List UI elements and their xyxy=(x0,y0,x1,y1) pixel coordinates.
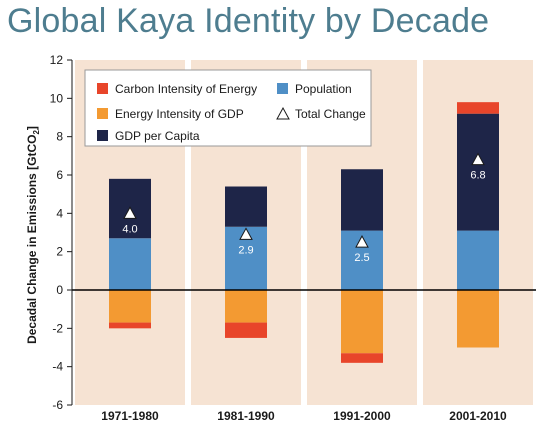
total-change-markers: 4.0 2.9 2.5 6.8 xyxy=(122,152,486,264)
bar-1991-2000-carbon-intensity-of-energy xyxy=(341,353,383,363)
x-category-label-1991-2000: 1991-2000 xyxy=(333,409,391,423)
x-axis: 1971-1980 1981-1990 1991-2000 2001-2010 xyxy=(101,409,507,423)
total-change-marker-2001-2010 xyxy=(471,152,485,166)
y-axis-label-main: Decadal Change in Emissions [GtCO xyxy=(25,135,39,344)
y-tick-label-8: 8 xyxy=(56,130,63,144)
bar-1981-1990-carbon-intensity-of-energy xyxy=(225,322,267,338)
bar-1991-2000-gdp-per-capita xyxy=(341,169,383,231)
legend-box xyxy=(84,69,372,147)
total-change-marker-1981-1990 xyxy=(239,227,253,240)
legend-swatch-gdp-per-capita xyxy=(97,130,108,141)
total-change-marker-1991-2000 xyxy=(355,235,369,248)
y-axis-label-subscript: 2 xyxy=(32,130,41,135)
x-category-label-2001-2010: 2001-2010 xyxy=(449,409,507,423)
stacked-bars xyxy=(109,102,499,363)
legend-label-gdp-per-capita: GDP per Capita xyxy=(115,129,200,143)
bar-1971-1980-population xyxy=(109,238,151,290)
bar-2001-2010-population xyxy=(457,230,499,290)
total-change-label-2001-2010: 6.8 xyxy=(470,170,485,182)
y-tick-label-12: 12 xyxy=(50,53,64,67)
legend-label-carbon-intensity-of-energy: Carbon Intensity of Energy xyxy=(115,82,257,96)
y-tick-label-4: 4 xyxy=(56,206,63,220)
y-axis-label-end: ] xyxy=(25,126,39,130)
y-tick-label--2: -2 xyxy=(52,321,63,335)
legend-swatch-carbon-intensity-of-energy xyxy=(97,83,108,94)
bar-1971-1980-carbon-intensity-of-energy xyxy=(109,322,151,329)
bar-1981-1990-energy-intensity-of-gdp xyxy=(225,290,267,323)
bar-1991-2000-energy-intensity-of-gdp xyxy=(341,290,383,354)
chart-title: Global Kaya Identity by Decade xyxy=(7,2,490,40)
total-change-label-1991-2000: 2.5 xyxy=(354,252,369,264)
legend-swatch-population xyxy=(277,83,288,94)
total-change-label-1971-1980: 4.0 xyxy=(122,223,137,235)
legend-swatch-energy-intensity-of-gdp xyxy=(97,108,108,119)
bar-2001-2010-energy-intensity-of-gdp xyxy=(457,290,499,348)
y-tick-label-10: 10 xyxy=(50,91,64,105)
legend-label-total-change: Total Change xyxy=(295,107,366,121)
bar-1971-1980-energy-intensity-of-gdp xyxy=(109,290,151,323)
bar-1981-1990-gdp-per-capita xyxy=(225,186,267,227)
y-axis-label: Decadal Change in Emissions [GtCO2] xyxy=(25,126,41,344)
total-change-marker-1971-1980 xyxy=(123,206,137,219)
bar-2001-2010-gdp-per-capita xyxy=(457,113,499,231)
legend-label-energy-intensity-of-gdp: Energy Intensity of GDP xyxy=(115,107,244,121)
legend: Carbon Intensity of Energy Population Ener… xyxy=(84,69,372,147)
legend-marker-total-change xyxy=(276,106,290,120)
y-tick-label--4: -4 xyxy=(52,360,63,374)
x-category-label-1971-1980: 1971-1980 xyxy=(101,409,159,423)
y-tick-label-6: 6 xyxy=(56,168,63,182)
legend-label-population: Population xyxy=(295,82,352,96)
y-tick-label-2: 2 xyxy=(56,245,63,259)
y-tick-label-0: 0 xyxy=(56,283,63,297)
y-axis: -6 -4 -2 0 2 4 6 8 10 12 xyxy=(50,53,73,412)
x-category-label-1981-1990: 1981-1990 xyxy=(217,409,275,423)
bar-2001-2010-carbon-intensity-of-energy xyxy=(457,102,499,114)
total-change-label-1981-1990: 2.9 xyxy=(238,244,253,256)
y-tick-label--6: -6 xyxy=(52,398,63,412)
